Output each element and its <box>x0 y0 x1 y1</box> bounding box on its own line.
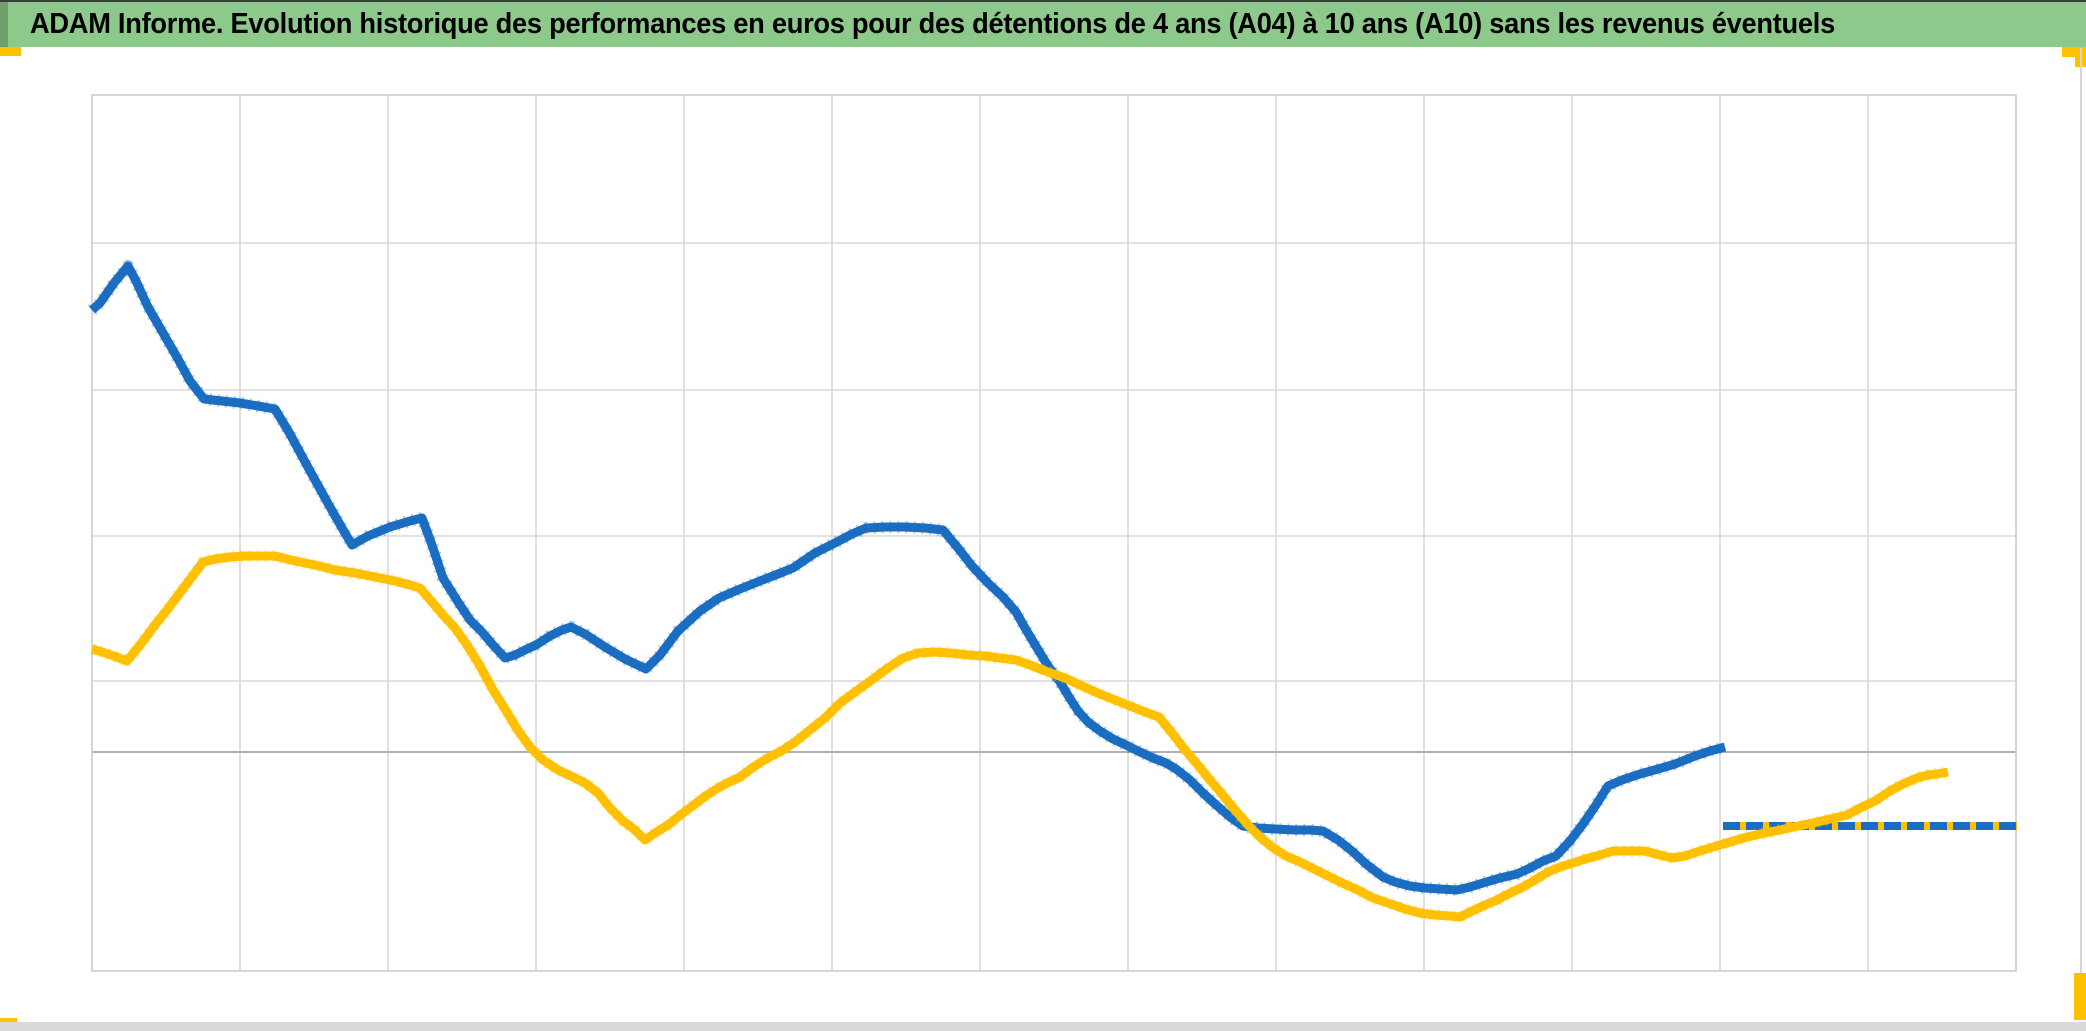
title-bar[interactable]: ADAM Informe. Evolution historique des p… <box>0 2 2086 47</box>
gold-series-marker-texture <box>90 549 1950 924</box>
selection-corner-top-left <box>0 47 21 56</box>
page-title: ADAM Informe. Evolution historique des p… <box>30 8 1835 40</box>
gold-series-line[interactable] <box>90 551 1949 922</box>
bottom-gray-bar <box>0 1022 2086 1031</box>
blue-series-line[interactable] <box>89 261 1727 895</box>
title-bar-left-edge <box>0 2 8 47</box>
plot-area-border <box>91 94 2017 972</box>
blue-series-marker-texture <box>87 259 1727 897</box>
chart-object-right-border <box>2080 48 2082 973</box>
selection-corner-bottom-right <box>2074 973 2086 1020</box>
window-top-edge <box>0 0 2086 2</box>
selection-corner-top-right <box>2062 47 2086 57</box>
